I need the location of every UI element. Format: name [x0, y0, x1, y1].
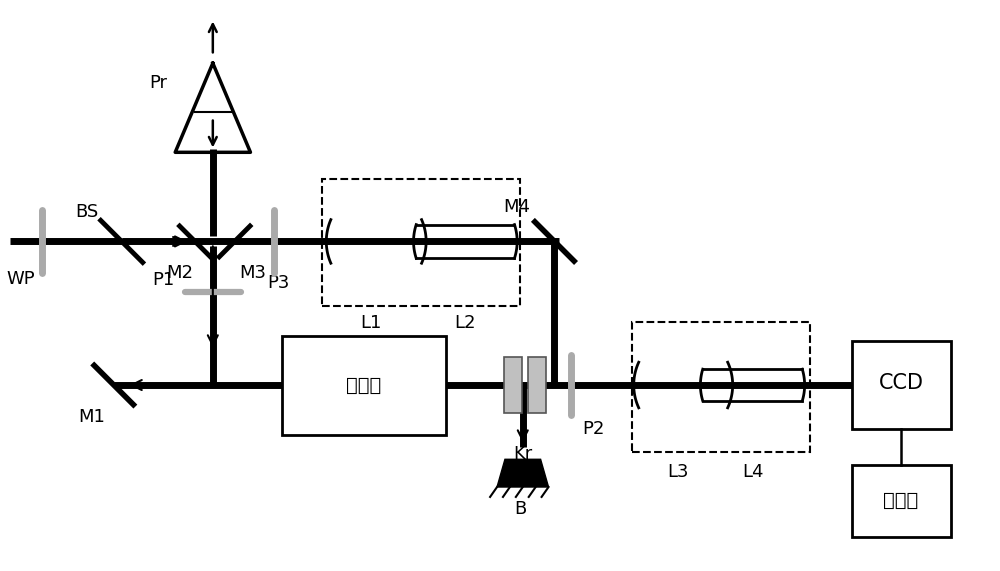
Text: P3: P3: [267, 274, 289, 292]
Text: L1: L1: [361, 313, 382, 332]
Bar: [852, 465, 951, 537]
Bar: [322, 179, 520, 306]
Bar: [632, 321, 810, 452]
Text: 计算机: 计算机: [883, 492, 919, 510]
Text: P1: P1: [152, 271, 174, 289]
Bar: [528, 357, 546, 413]
Text: WP: WP: [6, 270, 35, 288]
Text: L2: L2: [455, 313, 476, 332]
Text: M1: M1: [79, 408, 105, 426]
Text: Kr: Kr: [513, 445, 532, 463]
Text: L4: L4: [742, 463, 763, 481]
Text: Pr: Pr: [149, 74, 167, 92]
Text: 扩束器: 扩束器: [346, 376, 381, 395]
Bar: [282, 336, 446, 435]
Text: M4: M4: [503, 198, 530, 216]
Bar: [852, 341, 951, 429]
Text: M2: M2: [167, 264, 194, 282]
Text: L3: L3: [667, 463, 689, 481]
Bar: [504, 357, 522, 413]
Text: M3: M3: [239, 264, 266, 282]
Polygon shape: [497, 459, 549, 487]
Text: CCD: CCD: [879, 373, 924, 393]
Text: P2: P2: [582, 420, 604, 437]
Text: B: B: [515, 500, 527, 518]
Text: BS: BS: [75, 203, 99, 221]
